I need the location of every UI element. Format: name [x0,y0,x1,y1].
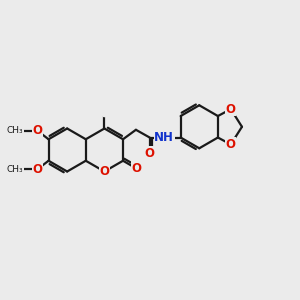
Text: CH₃: CH₃ [7,165,23,174]
Text: NH: NH [154,131,174,144]
Text: O: O [226,138,236,151]
Text: O: O [32,124,42,137]
Text: O: O [131,162,141,175]
Text: O: O [145,146,155,160]
Text: O: O [32,163,42,176]
Text: O: O [99,165,110,178]
Text: O: O [226,103,236,116]
Text: CH₃: CH₃ [7,126,23,135]
